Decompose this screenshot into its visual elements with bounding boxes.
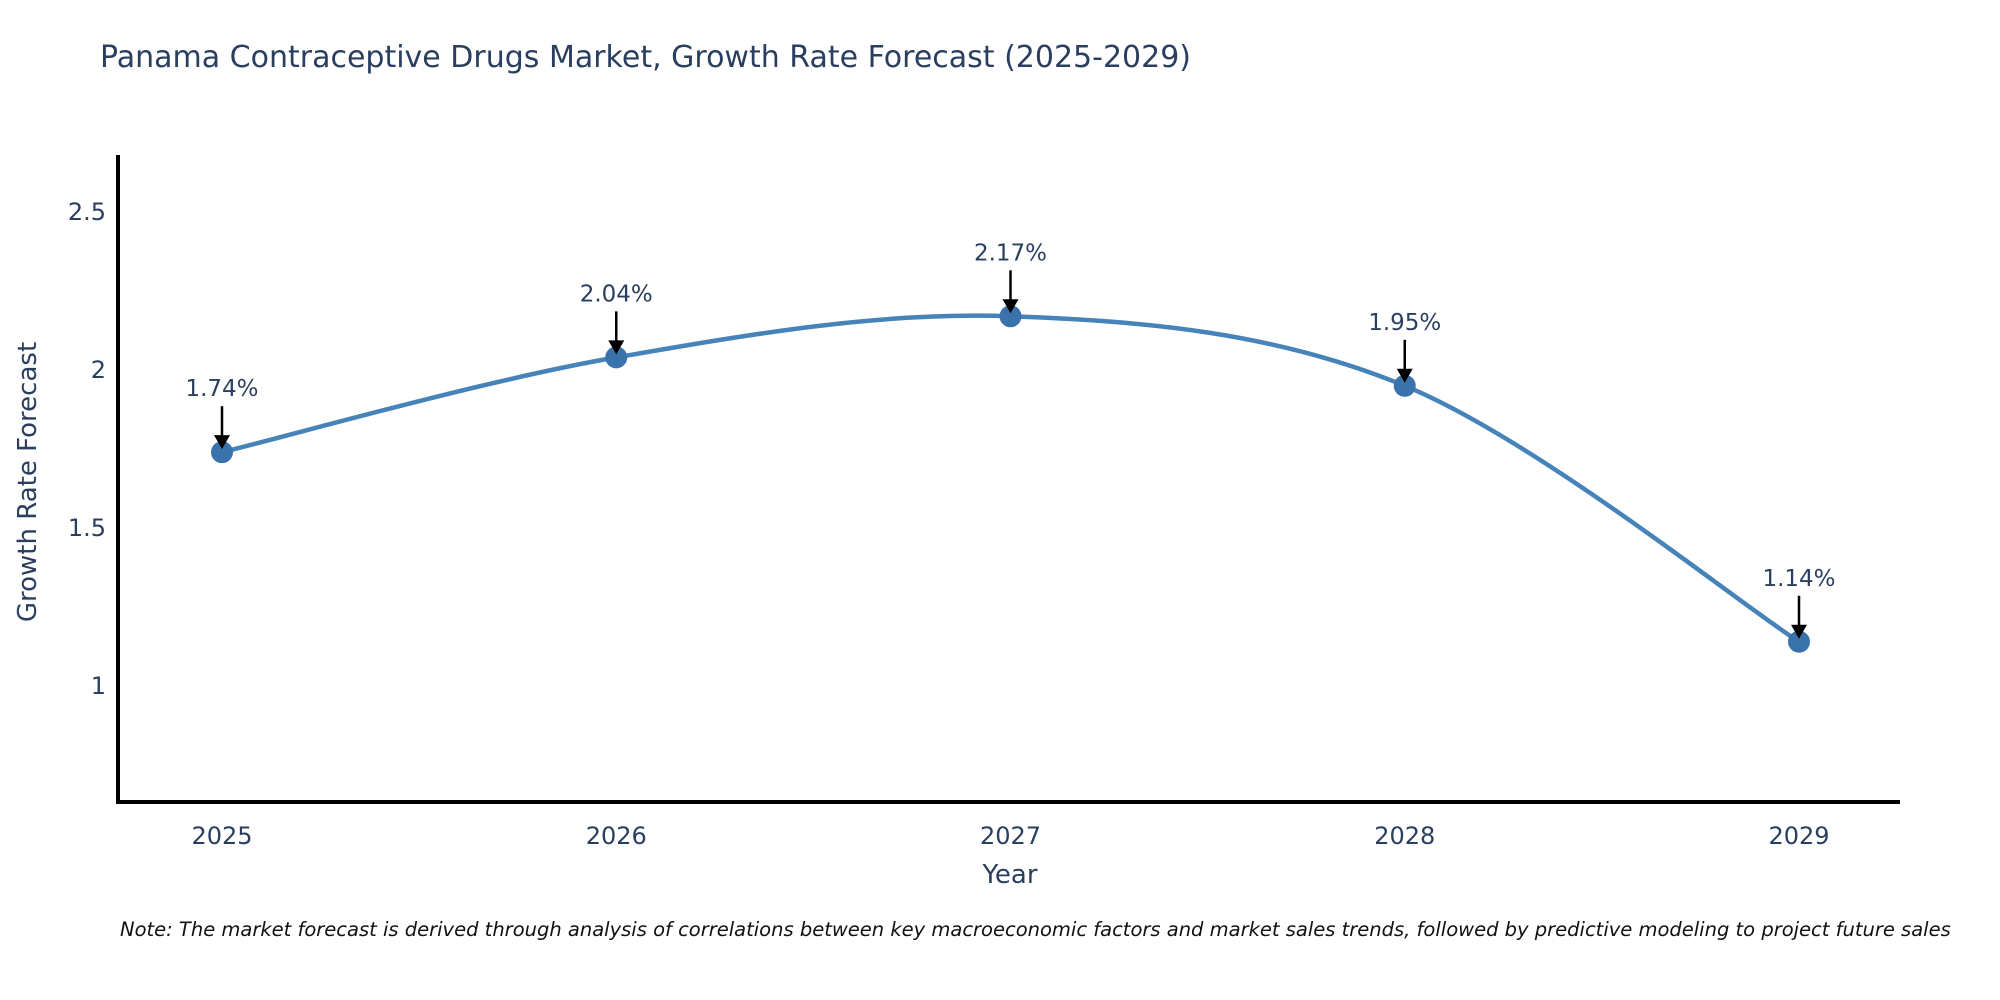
x-tick-label: 2025 (191, 822, 252, 850)
data-point-label: 1.74% (185, 376, 258, 402)
data-point-marker[interactable] (999, 305, 1022, 328)
x-tick-label: 2026 (586, 822, 647, 850)
x-axis-title: Year (982, 860, 1038, 890)
y-tick-label: 2 (91, 356, 106, 384)
data-point-marker[interactable] (1393, 374, 1416, 397)
data-point-marker[interactable] (211, 441, 233, 464)
forecast-line (219, 313, 1802, 645)
chart-title: Panama Contraceptive Drugs Market, Growt… (100, 40, 1192, 75)
y-tick-label: 1 (91, 672, 106, 700)
data-point-label: 2.04% (580, 281, 653, 307)
data-point-marker[interactable] (605, 346, 628, 369)
x-tick-label: 2027 (980, 822, 1041, 850)
data-point-label: 1.14% (1762, 566, 1835, 592)
data-point-label: 1.95% (1368, 310, 1441, 336)
y-tick-label: 2.5 (68, 198, 106, 226)
x-tick-label: 2028 (1374, 822, 1435, 850)
annotation-arrowhead-icon (1791, 624, 1807, 639)
y-axis-title: Growth Rate Forecast (13, 341, 43, 623)
annotation-arrowhead-icon (214, 435, 230, 450)
data-point-label: 2.17% (974, 240, 1047, 266)
annotation-arrowhead-icon (1396, 368, 1413, 383)
annotation-arrowhead-icon (608, 340, 625, 355)
data-point-marker[interactable] (1788, 630, 1810, 653)
y-tick-label: 1.5 (68, 514, 106, 542)
annotation-arrowhead-icon (1002, 299, 1019, 314)
x-tick-label: 2029 (1768, 822, 1829, 850)
footnote-text: Note: The market forecast is derived thr… (120, 918, 1951, 941)
